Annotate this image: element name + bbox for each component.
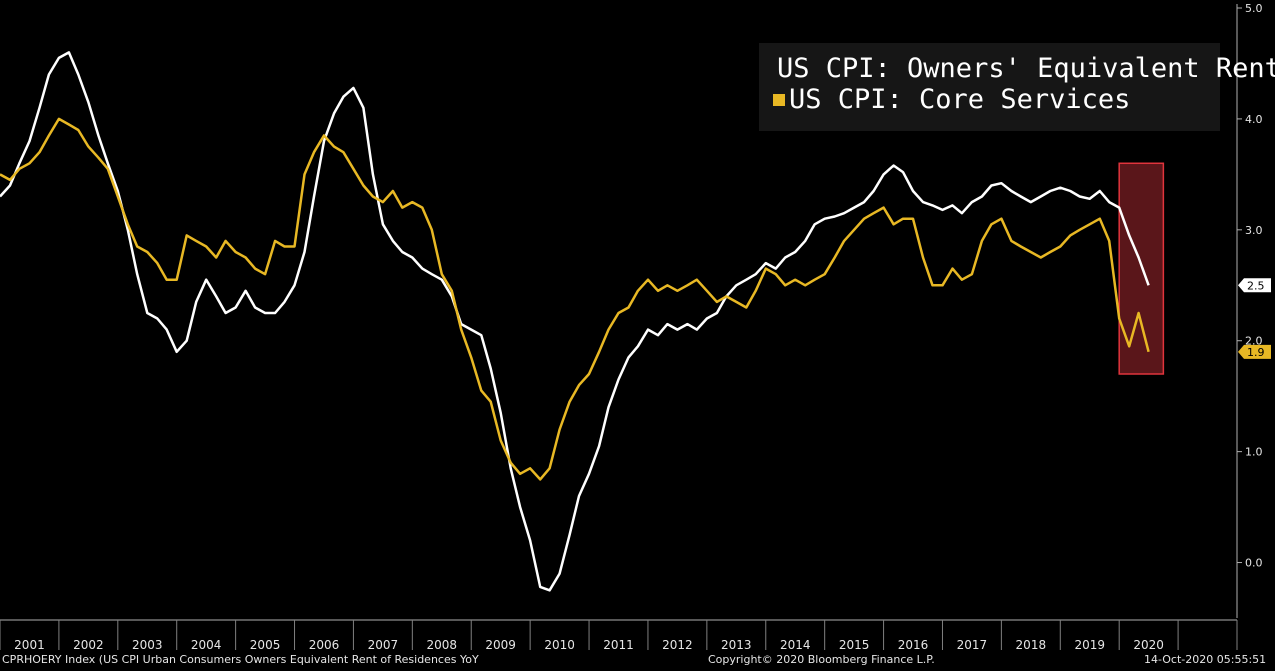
legend-label-core-services: US CPI: Core Services (789, 84, 1131, 115)
x-tick-label: 2004 (191, 638, 222, 652)
legend-entry-oer: US CPI: Owners' Equivalent Rent (773, 53, 1275, 84)
x-tick-label: 2003 (132, 638, 163, 652)
x-tick-label: 2009 (485, 638, 516, 652)
legend-swatch-gold (773, 93, 785, 106)
x-axis: 2001 2002 2003 2004 2005 2006 2007 2008 2009 2010… (0, 619, 1238, 652)
last-value-tag (1238, 278, 1271, 293)
last-value-tag (1238, 344, 1271, 359)
x-tick-label: 2015 (839, 638, 870, 652)
y-tick-label: 3.0 (1245, 224, 1263, 237)
x-tick-label: 2007 (368, 638, 399, 652)
series-line-core-services (0, 117, 1150, 481)
last-value-label-oer: 2.5 (1238, 278, 1271, 293)
x-tick-label: 2018 (1016, 638, 1047, 652)
last-value-label-core-services: 1.9 (1238, 344, 1271, 359)
legend-label-oer: US CPI: Owners' Equivalent Rent (777, 53, 1275, 84)
legend-entry-core-services: US CPI: Core Services (773, 84, 1220, 115)
footer-timestamp: 14-Oct-2020 05:55:51 (1144, 653, 1267, 666)
series-line-owners-equivalent-rent (0, 51, 1150, 592)
x-tick-label: 2008 (427, 638, 458, 652)
y-tick-label: 1.0 (1245, 446, 1263, 459)
footer-copyright: Copyright© 2020 Bloomberg Finance L.P. (708, 653, 935, 666)
y-axis: 0.0 1.0 2.0 3.0 4.0 5.0 2.5 1.9 (1236, 2, 1271, 618)
x-tick-label: 2010 (544, 638, 575, 652)
y-tick-label: 2.0 (1245, 335, 1263, 348)
x-tick-label: 2019 (1074, 638, 1105, 652)
legend: US CPI: Owners' Equivalent Rent US CPI: … (759, 43, 1275, 131)
x-tick-label: 2011 (603, 638, 634, 652)
x-tick-label: 2005 (250, 638, 281, 652)
y-tick-label: 4.0 (1245, 113, 1263, 126)
x-tick-label: 2012 (662, 638, 693, 652)
footer-index-description: CPRHOERY Index (US CPI Urban Consumers O… (2, 653, 479, 666)
x-tick-label: 2002 (73, 638, 104, 652)
x-tick-label: 2014 (780, 638, 811, 652)
y-tick-label: 0.0 (1245, 557, 1263, 570)
last-value-text: 2.5 (1247, 279, 1265, 292)
x-tick-label: 2020 (1133, 638, 1164, 652)
x-tick-label: 2001 (14, 638, 45, 652)
x-tick-label: 2017 (957, 638, 988, 652)
y-tick-label: 5.0 (1245, 2, 1263, 15)
last-value-text: 1.9 (1247, 346, 1265, 359)
x-tick-label: 2006 (309, 638, 340, 652)
plot-area (0, 51, 1165, 592)
x-tick-label: 2013 (721, 638, 752, 652)
x-tick-label: 2016 (898, 638, 929, 652)
